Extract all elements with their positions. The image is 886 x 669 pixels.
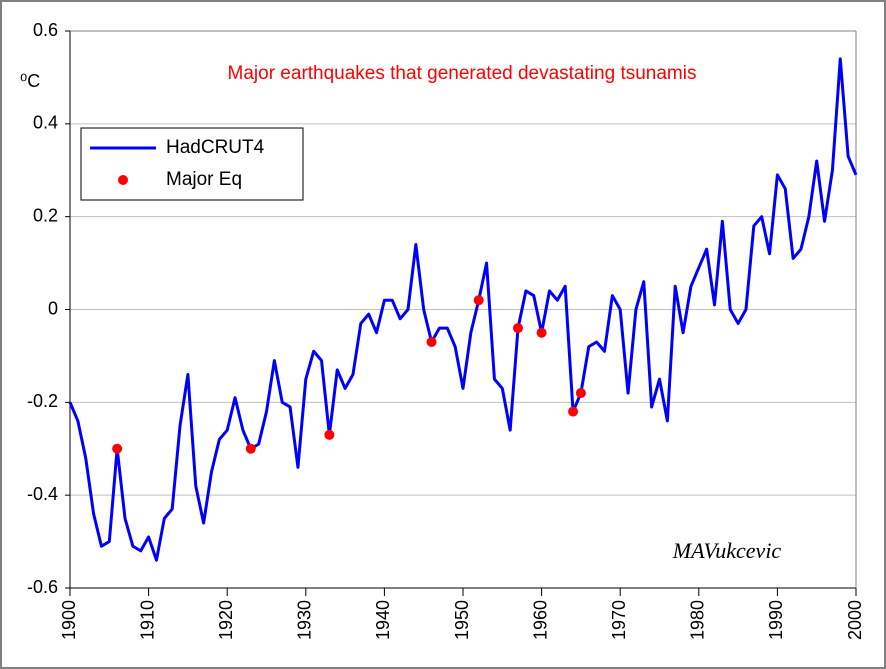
- x-tick-label: 1940: [373, 600, 393, 640]
- x-tick-label: 2000: [845, 600, 865, 640]
- chart-title: Major earthquakes that generated devasta…: [228, 63, 697, 84]
- annotation: MAVukcevic: [672, 538, 782, 563]
- y-tick-label: 0.6: [33, 20, 58, 40]
- legend-label: Major Eq: [166, 169, 242, 190]
- data-point: [536, 327, 547, 338]
- x-tick-label: 1960: [530, 600, 550, 640]
- y-tick-label: -0.4: [27, 484, 58, 504]
- y-tick-label: 0: [48, 298, 58, 318]
- data-point: [513, 323, 524, 334]
- y-tick-label: 0.4: [33, 113, 58, 133]
- x-tick-label: 1900: [59, 600, 79, 640]
- data-line: [68, 57, 858, 562]
- x-tick-label: 1930: [295, 600, 315, 640]
- data-point: [324, 429, 335, 440]
- data-point: [575, 388, 586, 399]
- legend-label: HadCRUT4: [166, 137, 265, 158]
- x-tick-label: 1990: [766, 600, 786, 640]
- x-tick-label: 1950: [452, 600, 472, 640]
- y-tick-label: -0.2: [27, 391, 58, 411]
- y-tick-label: 0.2: [33, 205, 58, 225]
- legend-box: [80, 127, 304, 201]
- data-point: [568, 406, 579, 417]
- data-point: [112, 443, 123, 454]
- x-tick-label: 1910: [137, 600, 157, 640]
- x-tick-label: 1980: [688, 600, 708, 640]
- data-point: [473, 295, 484, 306]
- data-point: [426, 336, 437, 347]
- data-point: [245, 443, 256, 454]
- legend-dot: [118, 175, 128, 185]
- y-tick-label: -0.6: [27, 577, 58, 597]
- y-axis-label: ⁰C: [20, 71, 40, 91]
- x-tick-label: 1920: [216, 600, 236, 640]
- x-tick-label: 1970: [609, 600, 629, 640]
